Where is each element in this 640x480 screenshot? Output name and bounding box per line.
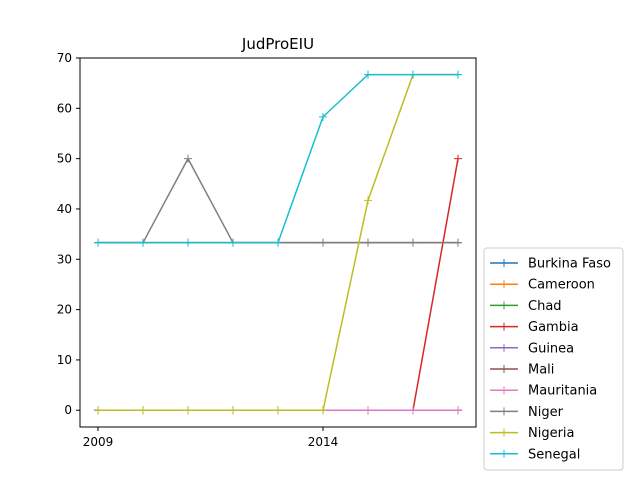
legend-item: Gambia — [490, 320, 579, 335]
chart-title: JudProEIU — [241, 35, 314, 53]
y-tick-label: 20 — [57, 303, 72, 317]
x-tick-label: 2014 — [308, 435, 339, 449]
legend-label: Guinea — [528, 341, 574, 356]
y-tick-label: 30 — [57, 252, 72, 266]
legend-item: Cameroon — [490, 278, 595, 293]
series-niger — [94, 154, 462, 247]
legend-item: Mali — [490, 363, 554, 378]
y-tick-label: 70 — [57, 51, 72, 65]
legend-label: Nigeria — [528, 426, 575, 441]
legend-item: Senegal — [490, 447, 580, 462]
legend-item: Nigeria — [490, 426, 575, 441]
legend-label: Mauritania — [528, 384, 597, 399]
legend-label: Gambia — [528, 320, 579, 335]
series-senegal — [94, 70, 462, 247]
y-tick-label: 60 — [57, 101, 72, 115]
x-tick-label: 2009 — [83, 435, 114, 449]
legend-item: Niger — [490, 405, 564, 420]
legend-item: Burkina Faso — [490, 257, 611, 272]
legend-label: Mali — [528, 363, 554, 378]
legend-label: Chad — [528, 299, 562, 314]
legend-label: Cameroon — [528, 278, 595, 293]
legend-label: Burkina Faso — [528, 257, 611, 272]
legend-item: Chad — [490, 299, 562, 314]
y-tick-label: 40 — [57, 202, 72, 216]
legend-label: Senegal — [528, 447, 580, 462]
legend-item: Guinea — [490, 341, 574, 356]
y-tick-label: 0 — [64, 403, 72, 417]
series-line — [98, 157, 458, 244]
axes-frame — [79, 57, 477, 428]
y-tick-label: 10 — [57, 353, 72, 367]
legend: Burkina Faso Cameroon Chad Gambia Guinea Mali… — [483, 247, 624, 471]
legend-item: Mauritania — [490, 384, 597, 399]
legend-frame — [483, 247, 624, 471]
plot-area: 0 10 20 30 40 50 60 70 2009 2014 — [57, 51, 477, 449]
series-gambia — [94, 154, 462, 415]
series-line — [98, 158, 459, 411]
legend-label: Niger — [528, 405, 564, 420]
y-tick-label: 50 — [57, 152, 72, 166]
